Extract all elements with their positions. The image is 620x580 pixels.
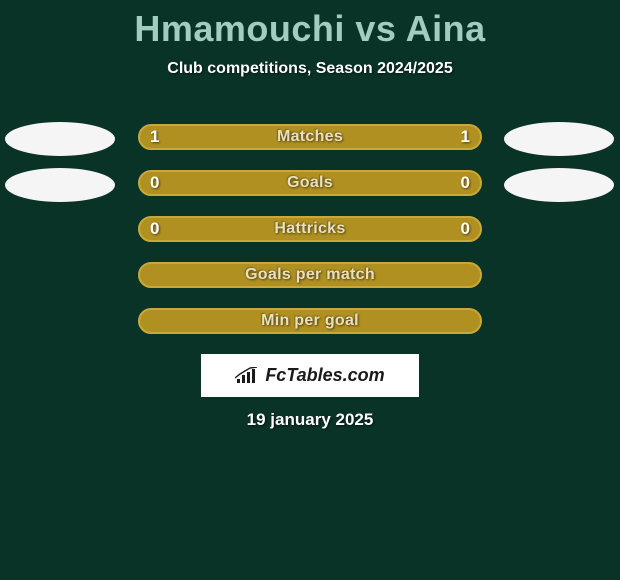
- stat-label: Matches: [277, 128, 343, 146]
- stat-value-left: 0: [150, 173, 159, 193]
- stat-pill: 0 Hattricks 0: [138, 216, 482, 242]
- stat-pill: 0 Goals 0: [138, 170, 482, 196]
- stat-row: Min per goal: [0, 302, 620, 348]
- subtitle: Club competitions, Season 2024/2025: [0, 60, 620, 78]
- date-text: 19 january 2025: [0, 410, 620, 430]
- stat-row: Goals per match: [0, 256, 620, 302]
- logo-text: FcTables.com: [265, 365, 384, 386]
- avatar-right: [504, 122, 614, 156]
- title: Hmamouchi vs Aina: [0, 0, 620, 50]
- comparison-card: Hmamouchi vs Aina Club competitions, Sea…: [0, 0, 620, 580]
- stat-row: 1 Matches 1: [0, 118, 620, 164]
- stat-label: Goals: [287, 174, 333, 192]
- stat-pill: 1 Matches 1: [138, 124, 482, 150]
- avatar-left: [5, 122, 115, 156]
- stat-value-left: 1: [150, 127, 159, 147]
- stat-value-left: 0: [150, 219, 159, 239]
- avatar-right: [504, 168, 614, 202]
- stat-value-right: 0: [461, 219, 470, 239]
- stat-value-right: 1: [461, 127, 470, 147]
- stat-row: 0 Goals 0: [0, 164, 620, 210]
- stat-label: Goals per match: [245, 266, 375, 284]
- stat-value-right: 0: [461, 173, 470, 193]
- avatar-left: [5, 168, 115, 202]
- logo-box: FcTables.com: [201, 354, 419, 397]
- stat-row: 0 Hattricks 0: [0, 210, 620, 256]
- stat-rows: 1 Matches 1 0 Goals 0 0 Hattricks 0 Goals per mat…: [0, 118, 620, 348]
- stat-label: Min per goal: [261, 312, 359, 330]
- stat-pill: Min per goal: [138, 308, 482, 334]
- stat-pill: Goals per match: [138, 262, 482, 288]
- stat-label: Hattricks: [274, 220, 345, 238]
- chart-icon: [235, 367, 259, 385]
